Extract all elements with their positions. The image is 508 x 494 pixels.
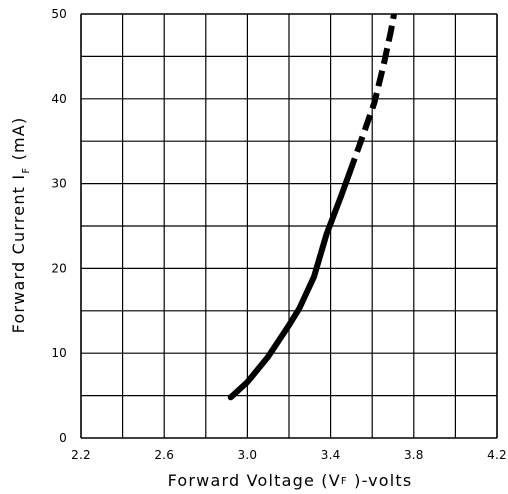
x-tick-label: 3.4 (321, 448, 341, 462)
x-axis-label-prefix: Forward Voltage (V (168, 471, 341, 490)
series-line-solid (227, 170, 353, 401)
x-tick-label: 4.2 (487, 448, 507, 462)
x-tick-label: 3.8 (404, 448, 424, 462)
grid (80, 13, 498, 439)
x-axis-label-subscript: F (341, 476, 348, 487)
y-tick-label: 10 (51, 346, 67, 360)
series-layer (227, 13, 397, 401)
series-line-dashed (346, 13, 397, 175)
x-axis-label: Forward Voltage (VF )-volts (168, 471, 413, 490)
y-tick-label: 40 (51, 92, 67, 106)
y-tick-label: 30 (51, 177, 67, 191)
y-tick-label: 0 (59, 431, 67, 445)
y-axis-label-subscript: F (21, 167, 32, 174)
x-tick-label: 3.0 (238, 448, 258, 462)
y-tick-label: 50 (51, 7, 67, 21)
y-axis-label-suffix: (mA) (9, 117, 28, 167)
x-tick-label: 2.6 (154, 448, 174, 462)
x-tick-label: 2.2 (71, 448, 91, 462)
y-tick-labels: 0 10 20 30 40 50 (51, 7, 67, 445)
y-tick-label: 20 (51, 261, 67, 275)
y-axis-label-prefix: Forward Current I (9, 174, 28, 334)
x-tick-labels: 2.2 2.6 3.0 3.4 3.8 4.2 (71, 448, 507, 462)
y-axis-label: Forward Current IF (mA) (9, 117, 32, 334)
x-axis-label-suffix: )-volts (348, 471, 413, 490)
